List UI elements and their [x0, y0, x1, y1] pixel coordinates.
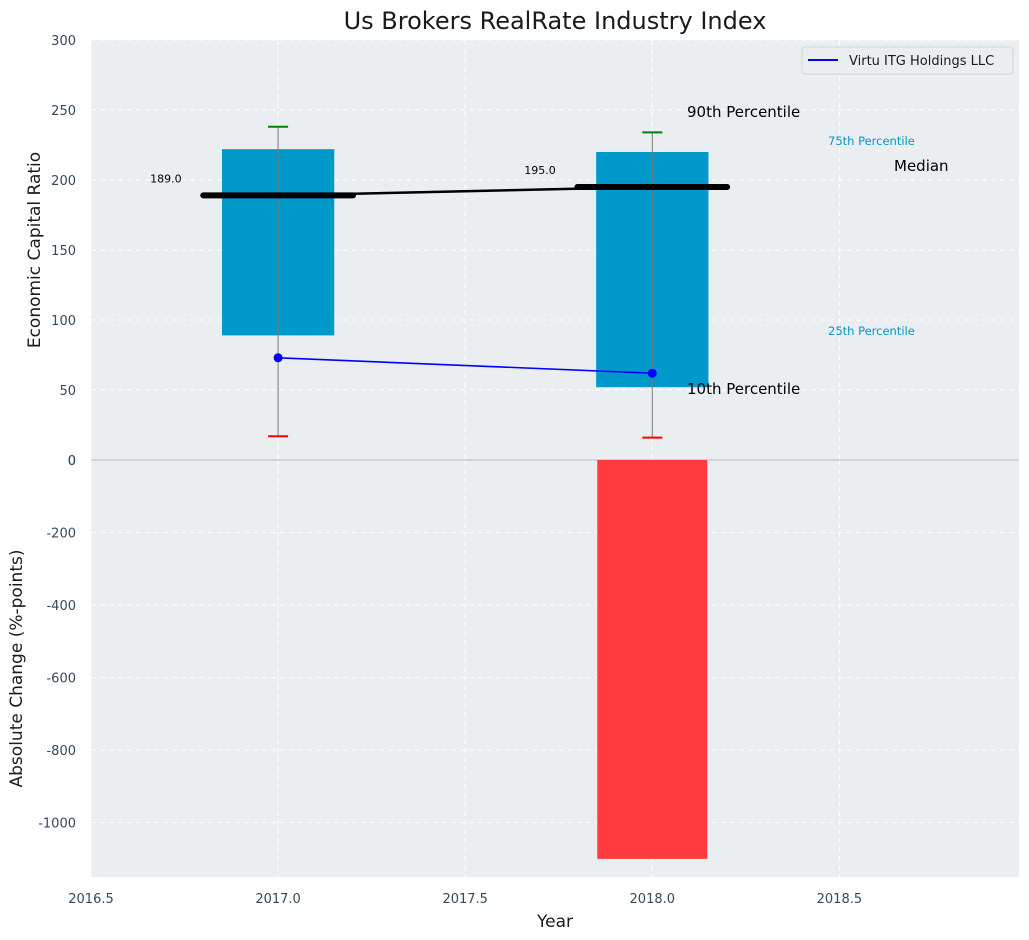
median-annotation: Median — [894, 157, 949, 175]
legend-label: Virtu ITG Holdings LLC — [849, 54, 994, 69]
top-panel: Us Brokers RealRate Industry Index 0 50 100… — [25, 7, 1019, 469]
x-tick-label: 2017.0 — [255, 892, 301, 907]
median-value-label: 195.0 — [524, 164, 556, 177]
legend: Virtu ITG Holdings LLC — [801, 46, 1014, 75]
p10-annotation: 10th Percentile — [687, 380, 800, 398]
bottom-plot-area — [91, 460, 1019, 877]
bottom-y-axis-label: Absolute Change (%-points) — [7, 550, 27, 788]
median-trend-line — [278, 185, 653, 197]
y-tick-label-top: 300 — [51, 34, 76, 49]
company-series-point — [647, 368, 657, 378]
x-tick-label: 2016.5 — [68, 892, 114, 907]
y-tick-label-top: 50 — [59, 384, 76, 399]
y-tick-label-bottom: -1000 — [38, 817, 76, 832]
y-tick-label-bottom: -800 — [46, 744, 76, 759]
y-tick-label-top: 100 — [51, 314, 76, 329]
x-axis-label: Year — [536, 912, 573, 932]
x-tick-label: 2018.0 — [630, 892, 676, 907]
chart-title: Us Brokers RealRate Industry Index — [344, 7, 767, 35]
y-tick-label-top: 200 — [51, 174, 76, 189]
y-tick-label-top: 0 — [68, 454, 76, 469]
change-bar — [597, 460, 708, 859]
company-series-line — [278, 357, 653, 374]
y-tick-label-bottom: -600 — [46, 672, 76, 687]
y-tick-label-bottom: -400 — [46, 599, 76, 614]
median-value-label: 189.0 — [150, 172, 182, 185]
company-series-point — [273, 353, 283, 363]
y-tick-label-bottom: -200 — [46, 527, 76, 542]
top-y-axis-label: Economic Capital Ratio — [25, 152, 45, 348]
x-tick-label: 2017.5 — [442, 892, 488, 907]
y-tick-label-top: 250 — [51, 104, 76, 119]
p90-annotation: 90th Percentile — [687, 103, 800, 121]
p25-annotation: 25th Percentile — [828, 324, 915, 338]
y-tick-label-bottom: 0 — [68, 454, 76, 469]
legend-box — [801, 46, 1014, 75]
x-tick-label: 2018.5 — [817, 892, 863, 907]
bottom-panel: 2016.5 2017.0 2017.5 2018.0 2018.5 0 -200 -400 -… — [7, 454, 1019, 932]
p75-annotation: 75th Percentile — [828, 134, 915, 148]
y-tick-label-top: 150 — [51, 244, 76, 259]
